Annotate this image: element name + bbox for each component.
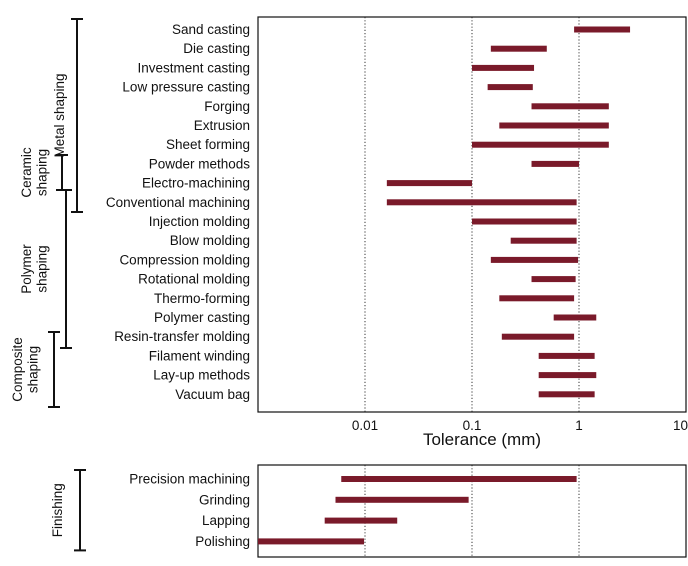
group-label: Polymershaping xyxy=(19,244,50,294)
process-label: Polymer casting xyxy=(154,310,250,325)
group-label-line: shaping xyxy=(26,346,41,393)
range-bar xyxy=(472,141,609,148)
range-bar xyxy=(341,476,577,482)
process-label: Grinding xyxy=(199,492,250,507)
group-label: Metal shaping xyxy=(52,73,67,157)
process-label: Powder methods xyxy=(149,156,251,171)
x-tick-label: 0.1 xyxy=(463,418,482,433)
group-label-line: Polymer xyxy=(19,244,34,294)
process-label: Electro-machining xyxy=(142,176,250,191)
range-bar xyxy=(538,391,595,398)
range-bar xyxy=(472,218,577,225)
range-bar xyxy=(499,295,575,302)
process-label: Sheet forming xyxy=(166,137,250,152)
range-bar xyxy=(487,84,533,91)
range-bar xyxy=(553,314,597,321)
grid-lines xyxy=(364,17,580,557)
main-plot-frame xyxy=(257,16,687,413)
process-label: Investment casting xyxy=(137,60,250,75)
range-bar xyxy=(324,517,398,524)
range-bar xyxy=(531,103,609,110)
process-label: Sand casting xyxy=(172,22,250,37)
x-axis-label: Tolerance (mm) xyxy=(423,430,541,449)
group-label: Finishing xyxy=(50,483,65,537)
group-label-line: Ceramic xyxy=(19,147,34,198)
group-label-line: shaping xyxy=(35,245,50,292)
process-label: Blow molding xyxy=(170,233,250,248)
x-tick-label: 1 xyxy=(575,418,583,433)
process-label: Precision machining xyxy=(129,472,250,487)
x-tick-label: 10 xyxy=(673,418,688,433)
range-bar xyxy=(335,496,469,503)
process-label: Injection molding xyxy=(149,214,250,229)
group-label: Ceramicshaping xyxy=(19,147,50,198)
group-label-line: Composite xyxy=(10,337,25,402)
process-label: Polishing xyxy=(195,534,250,549)
range-bar xyxy=(501,333,575,340)
process-label: Lay-up methods xyxy=(153,368,250,383)
process-labels: Sand casting Die casting Investment castin… xyxy=(106,22,250,549)
process-label: Lapping xyxy=(202,513,250,528)
process-bars xyxy=(258,26,631,545)
process-label: Forging xyxy=(204,99,250,114)
process-label: Resin-transfer molding xyxy=(114,329,250,344)
x-tick-label: 0.01 xyxy=(352,418,378,433)
range-bar xyxy=(510,237,577,244)
process-label: Extrusion xyxy=(194,118,250,133)
process-label: Rotational molding xyxy=(138,272,250,287)
range-bar xyxy=(574,26,631,33)
range-bar xyxy=(538,352,595,359)
range-bar xyxy=(499,122,609,129)
range-bar xyxy=(386,180,472,187)
range-bar xyxy=(490,256,579,263)
process-label: Die casting xyxy=(183,41,250,56)
range-bar xyxy=(531,160,579,167)
process-label: Compression molding xyxy=(119,252,250,267)
group-label-line: shaping xyxy=(35,149,50,196)
range-bar xyxy=(538,372,597,379)
process-label: Filament winding xyxy=(149,348,250,363)
group-label: Compositeshaping xyxy=(10,337,41,402)
process-label: Conventional machining xyxy=(106,195,250,210)
process-label: Low pressure casting xyxy=(122,80,250,95)
range-bar xyxy=(258,538,365,545)
group-brackets: Metal shapingCeramicshapingPolymershapin… xyxy=(10,18,86,552)
range-bar xyxy=(386,199,577,206)
x-axis-ticks: 0.01 0.1 1 10 xyxy=(352,418,688,433)
process-label: Vacuum bag xyxy=(175,387,250,402)
range-bar xyxy=(531,276,576,283)
process-label: Thermo-forming xyxy=(154,291,250,306)
range-bar xyxy=(490,45,547,52)
range-bar xyxy=(472,64,535,71)
